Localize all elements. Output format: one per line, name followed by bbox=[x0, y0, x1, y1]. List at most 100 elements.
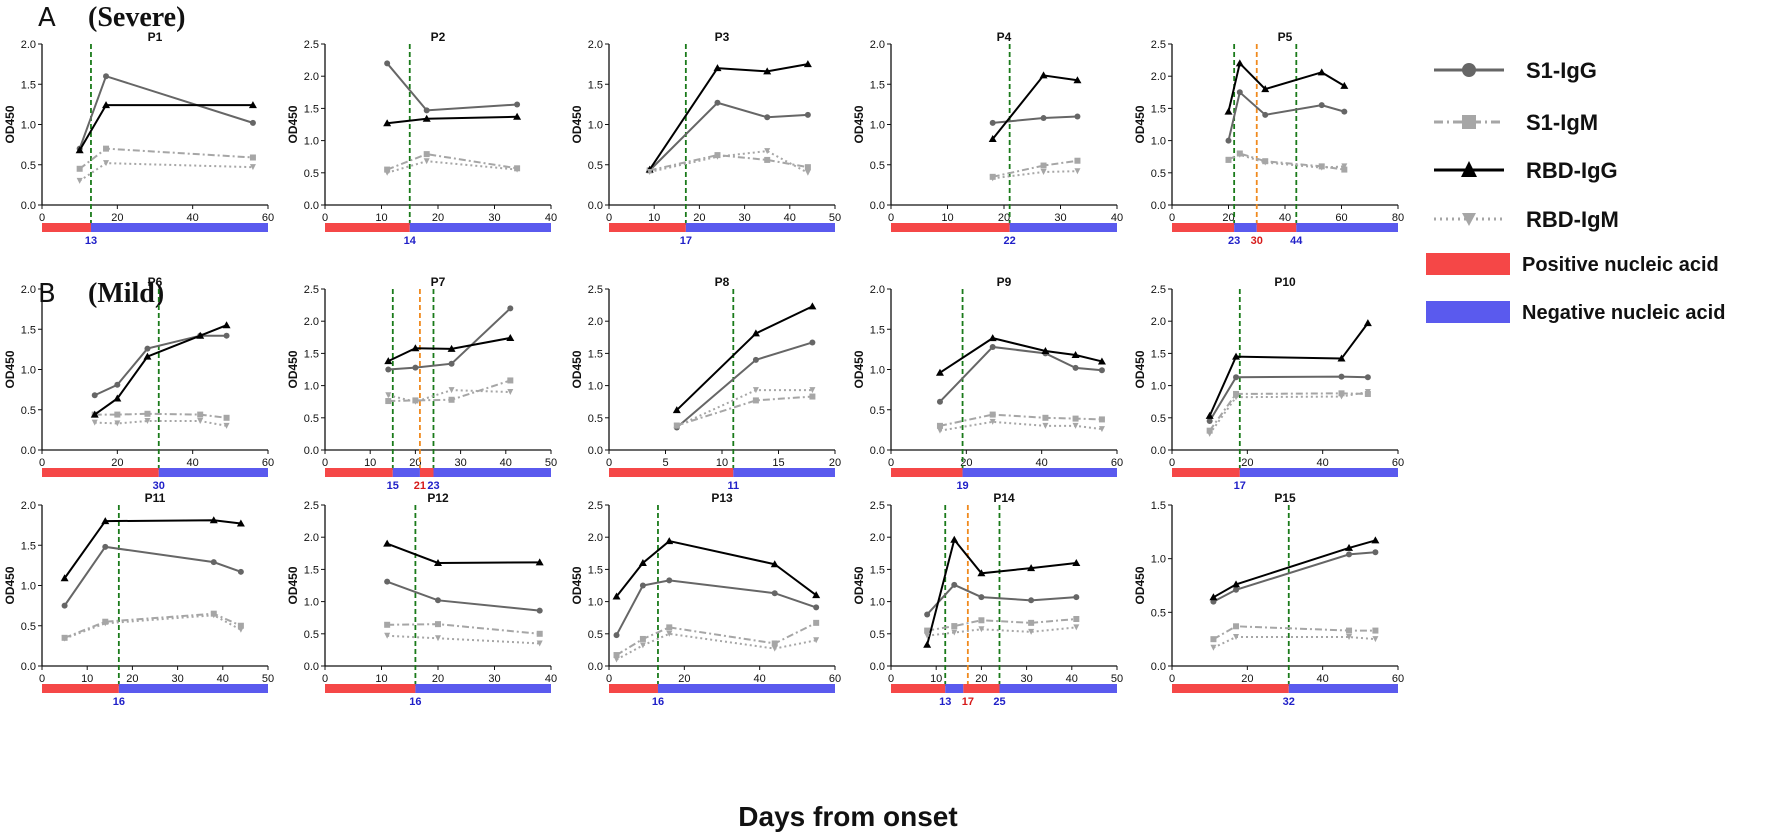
x-tick-label: 20 bbox=[1222, 212, 1234, 224]
status-day-label: 11 bbox=[727, 480, 739, 492]
series-rbd-igm-point bbox=[103, 160, 110, 167]
y-tick-label: 1.5 bbox=[870, 79, 885, 91]
series-rbd-igm-line bbox=[79, 162, 253, 182]
series-s1-igm-point bbox=[1073, 615, 1080, 622]
series-rbd-igg-point bbox=[751, 329, 760, 337]
series-rbd-igm-point bbox=[507, 389, 514, 396]
y-tick-label: 2.5 bbox=[304, 39, 319, 51]
status-segment-negative bbox=[415, 684, 551, 693]
x-tick-label: 20 bbox=[1241, 457, 1253, 469]
series-s1-igg-point bbox=[613, 632, 620, 639]
y-tick-label: 0.0 bbox=[588, 445, 603, 457]
legend-rbd-igm-label: RBD-IgM bbox=[1526, 207, 1619, 232]
series-rbd-igm-point bbox=[1225, 156, 1232, 163]
y-tick-label: 1.0 bbox=[304, 136, 319, 148]
y-axis-label: OD450 bbox=[570, 566, 584, 604]
series-rbd-igm-point bbox=[1346, 634, 1353, 641]
x-tick-label: 20 bbox=[111, 212, 123, 224]
series-s1-igg-line bbox=[78, 74, 254, 149]
series-rbd-igg-point bbox=[950, 535, 959, 543]
series-rbd-igg-point bbox=[535, 558, 544, 566]
y-tick-label: 1.0 bbox=[21, 120, 36, 132]
y-tick-label: 2.0 bbox=[1151, 71, 1166, 83]
y-tick-label: 0.0 bbox=[304, 200, 319, 212]
series-s1-igm-point bbox=[435, 621, 441, 628]
legend-rbd-igg-marker bbox=[1461, 161, 1477, 177]
panel-title: P9 bbox=[997, 275, 1012, 289]
series-rbd-igm-point bbox=[384, 632, 391, 639]
series-s1-igg-point bbox=[514, 101, 521, 108]
series-s1-igg-point bbox=[435, 597, 441, 604]
panel-p5: P5 OD450 0.0 0.5 1.0 1.5 2.0 2.5 0 20 40 60 80 23 30 44 bbox=[1133, 30, 1404, 247]
series-rbd-igg-point bbox=[1232, 580, 1241, 588]
series-s1-igg-point bbox=[1225, 137, 1232, 144]
y-tick-label: 2.5 bbox=[304, 500, 319, 512]
x-tick-label: 10 bbox=[648, 212, 660, 224]
y-axis-label: OD450 bbox=[286, 105, 300, 143]
y-tick-label: 2.5 bbox=[1151, 284, 1166, 296]
y-tick-label: 1.5 bbox=[304, 564, 319, 576]
series-s1-igg-point bbox=[144, 345, 151, 352]
series-rbd-igm-point bbox=[1028, 628, 1035, 635]
series-rbd-igm-point bbox=[197, 418, 204, 425]
series-rbd-igg-point bbox=[1041, 346, 1050, 354]
series-rbd-igm-point bbox=[144, 418, 151, 425]
y-axis-label: OD450 bbox=[852, 350, 866, 388]
series-s1-igm-point bbox=[76, 165, 83, 172]
status-segment-negative bbox=[118, 684, 268, 693]
y-tick-label: 0.5 bbox=[870, 405, 885, 417]
y-tick-label: 1.5 bbox=[1151, 348, 1166, 360]
series-s1-igm-line bbox=[926, 617, 1077, 632]
series-s1-igg-point bbox=[813, 604, 820, 611]
series-rbd-igg-point bbox=[101, 517, 110, 525]
series-s1-igg-point bbox=[924, 611, 931, 618]
y-tick-label: 0.5 bbox=[21, 405, 36, 417]
status-segment-negative bbox=[657, 684, 835, 693]
series-rbd-igg-point bbox=[1235, 59, 1244, 67]
status-day-label: 16 bbox=[113, 696, 125, 708]
y-axis-label: OD450 bbox=[286, 350, 300, 388]
status-segment-negative bbox=[685, 223, 835, 232]
series-s1-igm-line bbox=[616, 621, 817, 656]
status-segment-negative bbox=[1288, 684, 1398, 693]
panel-title: P15 bbox=[1274, 491, 1296, 505]
series-rbd-igg-point bbox=[1205, 411, 1214, 419]
status-day-label: 21 bbox=[414, 480, 426, 492]
x-tick-label: 0 bbox=[322, 457, 328, 469]
panel-p15: P15 OD450 0.0 0.5 1.0 1.5 0 20 40 60 32 bbox=[1133, 491, 1404, 708]
y-axis-label: OD450 bbox=[570, 105, 584, 143]
series-rbd-igm-point bbox=[237, 626, 244, 633]
series-s1-igm-point bbox=[249, 154, 256, 161]
series-rbd-igg-point bbox=[808, 302, 817, 310]
series-s1-igg-point bbox=[1236, 89, 1243, 96]
series-rbd-igm-point bbox=[1364, 389, 1371, 396]
legend-rbd-igm: RBD-IgM bbox=[1434, 207, 1619, 232]
series-s1-igm-line bbox=[79, 147, 253, 170]
series-s1-igg-line bbox=[1208, 375, 1368, 422]
y-tick-label: 0.0 bbox=[588, 200, 603, 212]
x-tick-label: 50 bbox=[829, 212, 841, 224]
series-s1-igg-line bbox=[94, 334, 227, 397]
series-rbd-igg-point bbox=[75, 146, 84, 154]
series-rbd-igm-point bbox=[771, 645, 778, 652]
x-tick-label: 40 bbox=[784, 212, 796, 224]
x-tick-label: 10 bbox=[375, 212, 387, 224]
series-rbd-igg-point bbox=[506, 333, 515, 341]
legend: S1-IgG S1-IgM RBD-IgG RBD-IgM Positive n… bbox=[1426, 58, 1725, 324]
x-tick-label: 80 bbox=[1392, 212, 1404, 224]
status-segment-negative bbox=[409, 223, 551, 232]
status-segment-positive bbox=[419, 468, 434, 477]
status-segment-negative bbox=[392, 468, 420, 477]
y-tick-label: 1.5 bbox=[304, 103, 319, 115]
legend-rbd-igg-label: RBD-IgG bbox=[1526, 158, 1618, 183]
series-s1-igg-point bbox=[103, 73, 110, 80]
series-s1-igg-line bbox=[1227, 90, 1345, 141]
series-s1-igm-point bbox=[1210, 636, 1217, 643]
y-tick-label: 1.0 bbox=[304, 597, 319, 609]
y-tick-label: 0.5 bbox=[304, 629, 319, 641]
x-tick-label: 60 bbox=[829, 673, 841, 685]
series-rbd-igg-line bbox=[1208, 322, 1369, 417]
series-rbd-igm-line bbox=[927, 626, 1077, 637]
x-tick-label: 40 bbox=[1066, 673, 1078, 685]
